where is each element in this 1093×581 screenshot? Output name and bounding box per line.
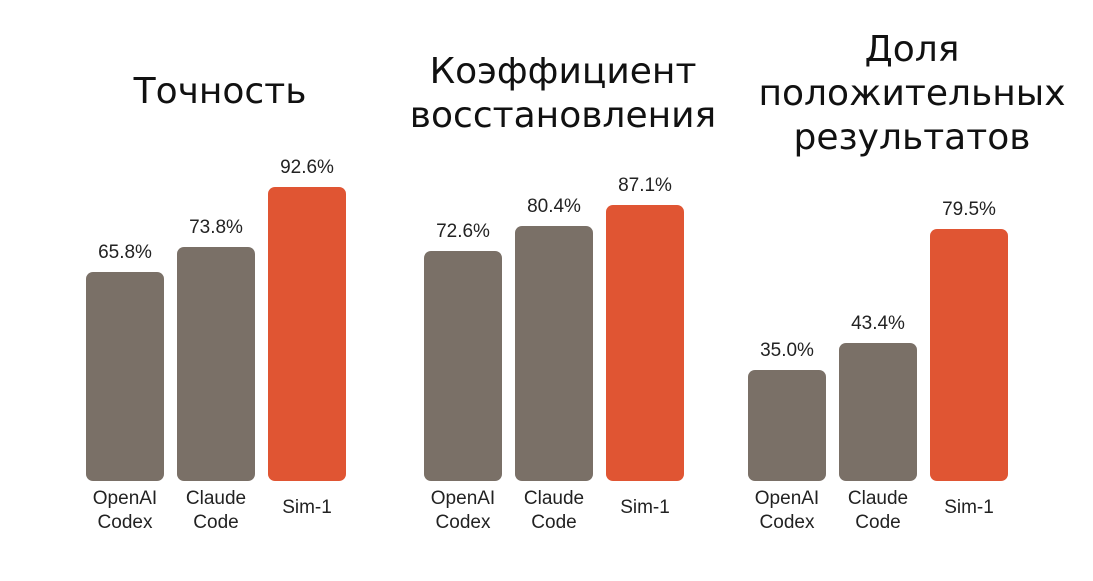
category-label-line: Code xyxy=(531,512,577,533)
chart-panel-3: Доля положительных результатов 35.0% OpenAI C… xyxy=(732,0,1066,581)
bar-competitor xyxy=(424,250,502,481)
chart-title: Точность xyxy=(50,70,390,114)
category-label-line: Codex xyxy=(435,512,491,533)
bar-value-label: 73.8% xyxy=(189,217,243,239)
category-label-line: Claude xyxy=(185,488,247,509)
category-label-line: Codex xyxy=(97,512,153,533)
category-label-line: Code xyxy=(193,512,239,533)
bar-competitor xyxy=(86,272,164,481)
category-label-line: Sim-1 xyxy=(944,497,994,518)
bar-highlight xyxy=(268,187,346,481)
chart-title-line: восстановления xyxy=(409,95,717,136)
category-label-line: Code xyxy=(855,512,901,533)
category-label: Sim-1 xyxy=(595,496,695,520)
bar-value-label: 80.4% xyxy=(527,196,581,218)
category-label-line: Claude xyxy=(847,488,909,509)
bar-highlight xyxy=(606,204,684,481)
bar-value-label: 72.6% xyxy=(436,220,490,242)
bar-competitor xyxy=(515,226,593,481)
chart-title: Коэффициент восстановления xyxy=(368,50,758,138)
category-label-line: Claude xyxy=(523,488,585,509)
chart-title-line: Доля xyxy=(864,29,960,70)
chart-title: Доля положительных результатов xyxy=(742,28,1082,160)
bar-value-label: 35.0% xyxy=(760,340,814,362)
bar-value-label: 43.4% xyxy=(851,313,905,335)
bar-competitor xyxy=(748,370,826,481)
category-label: Claude Code xyxy=(828,487,928,535)
chart-panel-2: Коэффициент восстановления 72.6% OpenAI Code… xyxy=(408,0,716,581)
category-label: Sim-1 xyxy=(257,496,357,520)
category-label: OpenAI Codex xyxy=(75,487,175,535)
bar-value-label: 87.1% xyxy=(618,174,672,196)
bar-highlight xyxy=(930,228,1008,481)
bar-value-label: 79.5% xyxy=(942,198,996,220)
category-label: OpenAI Codex xyxy=(413,487,513,535)
category-label-line: Codex xyxy=(759,512,815,533)
bar-competitor xyxy=(177,247,255,481)
bar-value-label: 92.6% xyxy=(280,157,334,179)
chart-title-line: результатов xyxy=(793,117,1031,158)
category-label: Claude Code xyxy=(166,487,266,535)
bar-competitor xyxy=(839,343,917,481)
category-label: OpenAI Codex xyxy=(737,487,837,535)
category-label-line: OpenAI xyxy=(92,488,158,509)
category-label-line: OpenAI xyxy=(754,488,820,509)
category-label: Claude Code xyxy=(504,487,604,535)
category-label: Sim-1 xyxy=(919,496,1019,520)
category-label-line: OpenAI xyxy=(430,488,496,509)
chart-panel-1: Точность 65.8% OpenAI Codex 73.8% Claude Code 9… xyxy=(70,0,370,581)
category-label-line: Sim-1 xyxy=(282,497,332,518)
chart-title-line: положительных xyxy=(758,73,1066,114)
chart-title-line: Точность xyxy=(133,71,307,112)
category-label-line: Sim-1 xyxy=(620,497,670,518)
bar-value-label: 65.8% xyxy=(98,242,152,264)
chart-title-line: Коэффициент xyxy=(429,51,697,92)
